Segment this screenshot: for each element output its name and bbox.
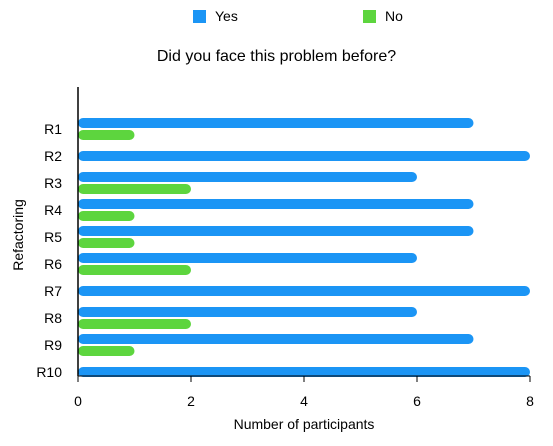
y-tick-label-R3: R3 (44, 175, 62, 191)
bar-yes-R4 (78, 199, 474, 209)
bar-yes-R8 (78, 307, 417, 317)
x-tick-label-4: 4 (300, 393, 308, 409)
legend-item-no: No (363, 6, 403, 26)
x-tick-label-0: 0 (74, 393, 82, 409)
legend-swatch-no (363, 9, 376, 23)
chart-title: Did you face this problem before? (156, 48, 397, 65)
x-axis-label: Number of participants (233, 416, 375, 432)
y-tick-label-R8: R8 (44, 310, 62, 326)
bar-no-R6 (78, 265, 191, 275)
bar-yes-R1 (78, 118, 474, 128)
bar-yes-R3 (78, 172, 417, 182)
bar-yes-R10 (78, 367, 530, 377)
y-axis-label: Refactoring (10, 199, 26, 271)
bar-no-R9 (78, 346, 135, 356)
x-tick-label-2: 2 (187, 393, 195, 409)
bar-yes-R2 (78, 151, 530, 161)
x-tick-label-8: 8 (526, 393, 534, 409)
y-tick-label-R2: R2 (44, 148, 62, 164)
y-tick-label-R4: R4 (44, 202, 62, 218)
legend-label-yes: Yes (215, 8, 238, 24)
y-tick-label-R9: R9 (44, 337, 62, 353)
legend-item-yes: Yes (193, 6, 238, 26)
bar-no-R3 (78, 184, 191, 194)
bar-no-R1 (78, 130, 135, 140)
bar-no-R5 (78, 238, 135, 248)
y-tick-label-R7: R7 (44, 283, 62, 299)
y-tick-label-R5: R5 (44, 229, 62, 245)
bar-no-R4 (78, 211, 135, 221)
bar-yes-R5 (78, 226, 474, 236)
legend-label-no: No (385, 8, 403, 24)
bar-yes-R9 (78, 334, 474, 344)
y-tick-label-R6: R6 (44, 256, 62, 272)
bar-yes-R6 (78, 253, 417, 263)
bar-no-R8 (78, 319, 191, 329)
legend-swatch-yes (193, 9, 206, 23)
bar-yes-R7 (78, 286, 530, 296)
x-tick-label-6: 6 (413, 393, 421, 409)
y-tick-label-R10: R10 (36, 364, 62, 380)
y-tick-label-R1: R1 (44, 121, 62, 137)
